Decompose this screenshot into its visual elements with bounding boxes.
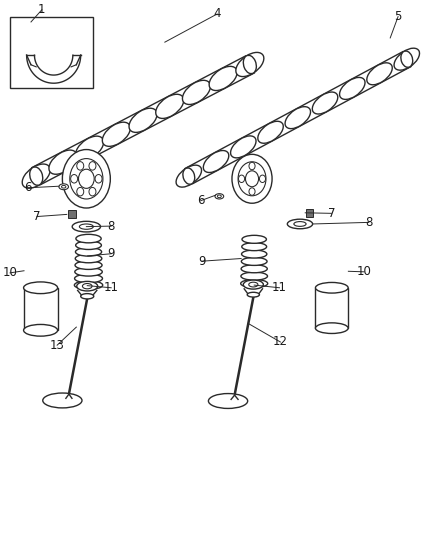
Ellipse shape: [249, 282, 258, 287]
Circle shape: [70, 159, 103, 199]
Text: 11: 11: [104, 281, 119, 294]
Ellipse shape: [76, 136, 104, 160]
Ellipse shape: [75, 261, 102, 269]
Bar: [67, 209, 76, 218]
Ellipse shape: [209, 67, 237, 91]
Ellipse shape: [76, 241, 101, 249]
Ellipse shape: [247, 292, 259, 297]
Circle shape: [89, 188, 96, 196]
Circle shape: [259, 175, 265, 182]
Text: 8: 8: [365, 216, 373, 229]
Ellipse shape: [43, 393, 82, 408]
Ellipse shape: [24, 282, 57, 294]
Text: 7: 7: [328, 207, 335, 220]
Ellipse shape: [72, 221, 101, 232]
Text: 13: 13: [49, 338, 64, 352]
Ellipse shape: [285, 107, 311, 128]
Ellipse shape: [75, 248, 102, 256]
Ellipse shape: [22, 164, 50, 188]
Ellipse shape: [203, 150, 229, 173]
Ellipse shape: [367, 63, 392, 85]
Ellipse shape: [287, 219, 313, 229]
Circle shape: [238, 162, 266, 196]
Ellipse shape: [61, 185, 66, 188]
Ellipse shape: [315, 323, 348, 334]
Ellipse shape: [241, 272, 268, 280]
Ellipse shape: [242, 250, 267, 258]
Text: 6: 6: [24, 181, 31, 195]
Circle shape: [232, 155, 272, 203]
Text: 11: 11: [272, 281, 287, 294]
Ellipse shape: [241, 257, 267, 265]
Ellipse shape: [312, 92, 338, 114]
Text: 7: 7: [33, 210, 41, 223]
Circle shape: [89, 161, 96, 170]
Ellipse shape: [183, 80, 210, 104]
Text: 10: 10: [3, 266, 18, 279]
Ellipse shape: [176, 165, 201, 187]
Ellipse shape: [59, 184, 68, 190]
Circle shape: [77, 161, 84, 170]
Bar: [10, 17, 93, 88]
Ellipse shape: [215, 193, 224, 199]
Text: 8: 8: [107, 220, 115, 232]
Text: 5: 5: [394, 10, 402, 23]
Text: 9: 9: [107, 247, 115, 260]
Ellipse shape: [401, 51, 413, 67]
Ellipse shape: [74, 274, 102, 282]
Ellipse shape: [241, 279, 268, 287]
Ellipse shape: [75, 254, 102, 263]
Ellipse shape: [156, 94, 184, 118]
Text: 6: 6: [197, 194, 205, 207]
Ellipse shape: [183, 168, 195, 184]
Circle shape: [245, 171, 258, 187]
Ellipse shape: [79, 224, 93, 229]
Ellipse shape: [208, 393, 247, 408]
Ellipse shape: [242, 243, 267, 251]
Text: 10: 10: [357, 265, 371, 278]
Circle shape: [71, 174, 78, 183]
Ellipse shape: [236, 52, 264, 77]
Circle shape: [249, 163, 255, 169]
Circle shape: [77, 188, 84, 196]
Ellipse shape: [258, 122, 283, 143]
Ellipse shape: [241, 265, 267, 273]
Ellipse shape: [102, 122, 131, 147]
Circle shape: [78, 169, 94, 188]
Ellipse shape: [339, 77, 365, 99]
Ellipse shape: [24, 325, 57, 336]
Circle shape: [62, 150, 110, 208]
Ellipse shape: [315, 282, 348, 293]
Ellipse shape: [76, 235, 101, 243]
Text: 1: 1: [38, 3, 46, 16]
Ellipse shape: [217, 195, 221, 198]
Ellipse shape: [230, 136, 256, 158]
Bar: [315, 288, 348, 328]
Ellipse shape: [82, 284, 92, 289]
Circle shape: [95, 174, 102, 183]
Text: 4: 4: [213, 7, 221, 20]
Text: 9: 9: [198, 255, 205, 268]
Circle shape: [239, 175, 244, 182]
Ellipse shape: [243, 280, 263, 289]
Bar: [306, 209, 314, 216]
Ellipse shape: [49, 150, 77, 174]
Ellipse shape: [74, 281, 102, 289]
Text: 12: 12: [273, 335, 288, 349]
Bar: [24, 288, 57, 330]
Ellipse shape: [30, 167, 43, 185]
Ellipse shape: [394, 48, 420, 70]
Ellipse shape: [294, 222, 306, 227]
Ellipse shape: [244, 55, 256, 74]
Circle shape: [249, 188, 255, 195]
Ellipse shape: [77, 281, 98, 291]
Ellipse shape: [129, 108, 157, 132]
Ellipse shape: [242, 236, 266, 243]
Ellipse shape: [75, 268, 102, 276]
Ellipse shape: [81, 294, 94, 299]
